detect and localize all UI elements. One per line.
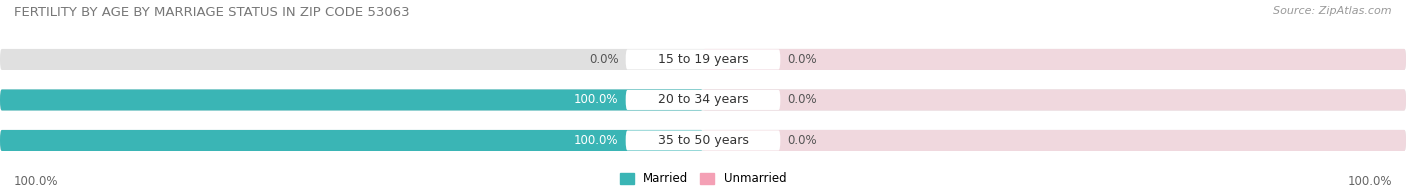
FancyBboxPatch shape xyxy=(626,49,780,69)
FancyBboxPatch shape xyxy=(626,90,780,110)
FancyBboxPatch shape xyxy=(703,89,1406,111)
Text: Source: ZipAtlas.com: Source: ZipAtlas.com xyxy=(1274,6,1392,16)
FancyBboxPatch shape xyxy=(626,131,780,151)
Text: 15 to 19 years: 15 to 19 years xyxy=(658,53,748,66)
Text: 100.0%: 100.0% xyxy=(1347,175,1392,188)
Text: 35 to 50 years: 35 to 50 years xyxy=(658,134,748,147)
Text: 20 to 34 years: 20 to 34 years xyxy=(658,93,748,106)
FancyBboxPatch shape xyxy=(703,49,1406,70)
FancyBboxPatch shape xyxy=(703,130,1406,151)
FancyBboxPatch shape xyxy=(0,89,1406,111)
Text: 0.0%: 0.0% xyxy=(589,53,619,66)
Text: FERTILITY BY AGE BY MARRIAGE STATUS IN ZIP CODE 53063: FERTILITY BY AGE BY MARRIAGE STATUS IN Z… xyxy=(14,6,409,19)
FancyBboxPatch shape xyxy=(0,130,1406,151)
Legend: Married, Unmarried: Married, Unmarried xyxy=(614,168,792,190)
Text: 0.0%: 0.0% xyxy=(787,53,817,66)
Text: 100.0%: 100.0% xyxy=(574,134,619,147)
FancyBboxPatch shape xyxy=(0,89,703,111)
FancyBboxPatch shape xyxy=(0,49,1406,70)
Text: 100.0%: 100.0% xyxy=(574,93,619,106)
Text: 100.0%: 100.0% xyxy=(14,175,59,188)
Text: 0.0%: 0.0% xyxy=(787,134,817,147)
FancyBboxPatch shape xyxy=(0,130,703,151)
Text: 0.0%: 0.0% xyxy=(787,93,817,106)
